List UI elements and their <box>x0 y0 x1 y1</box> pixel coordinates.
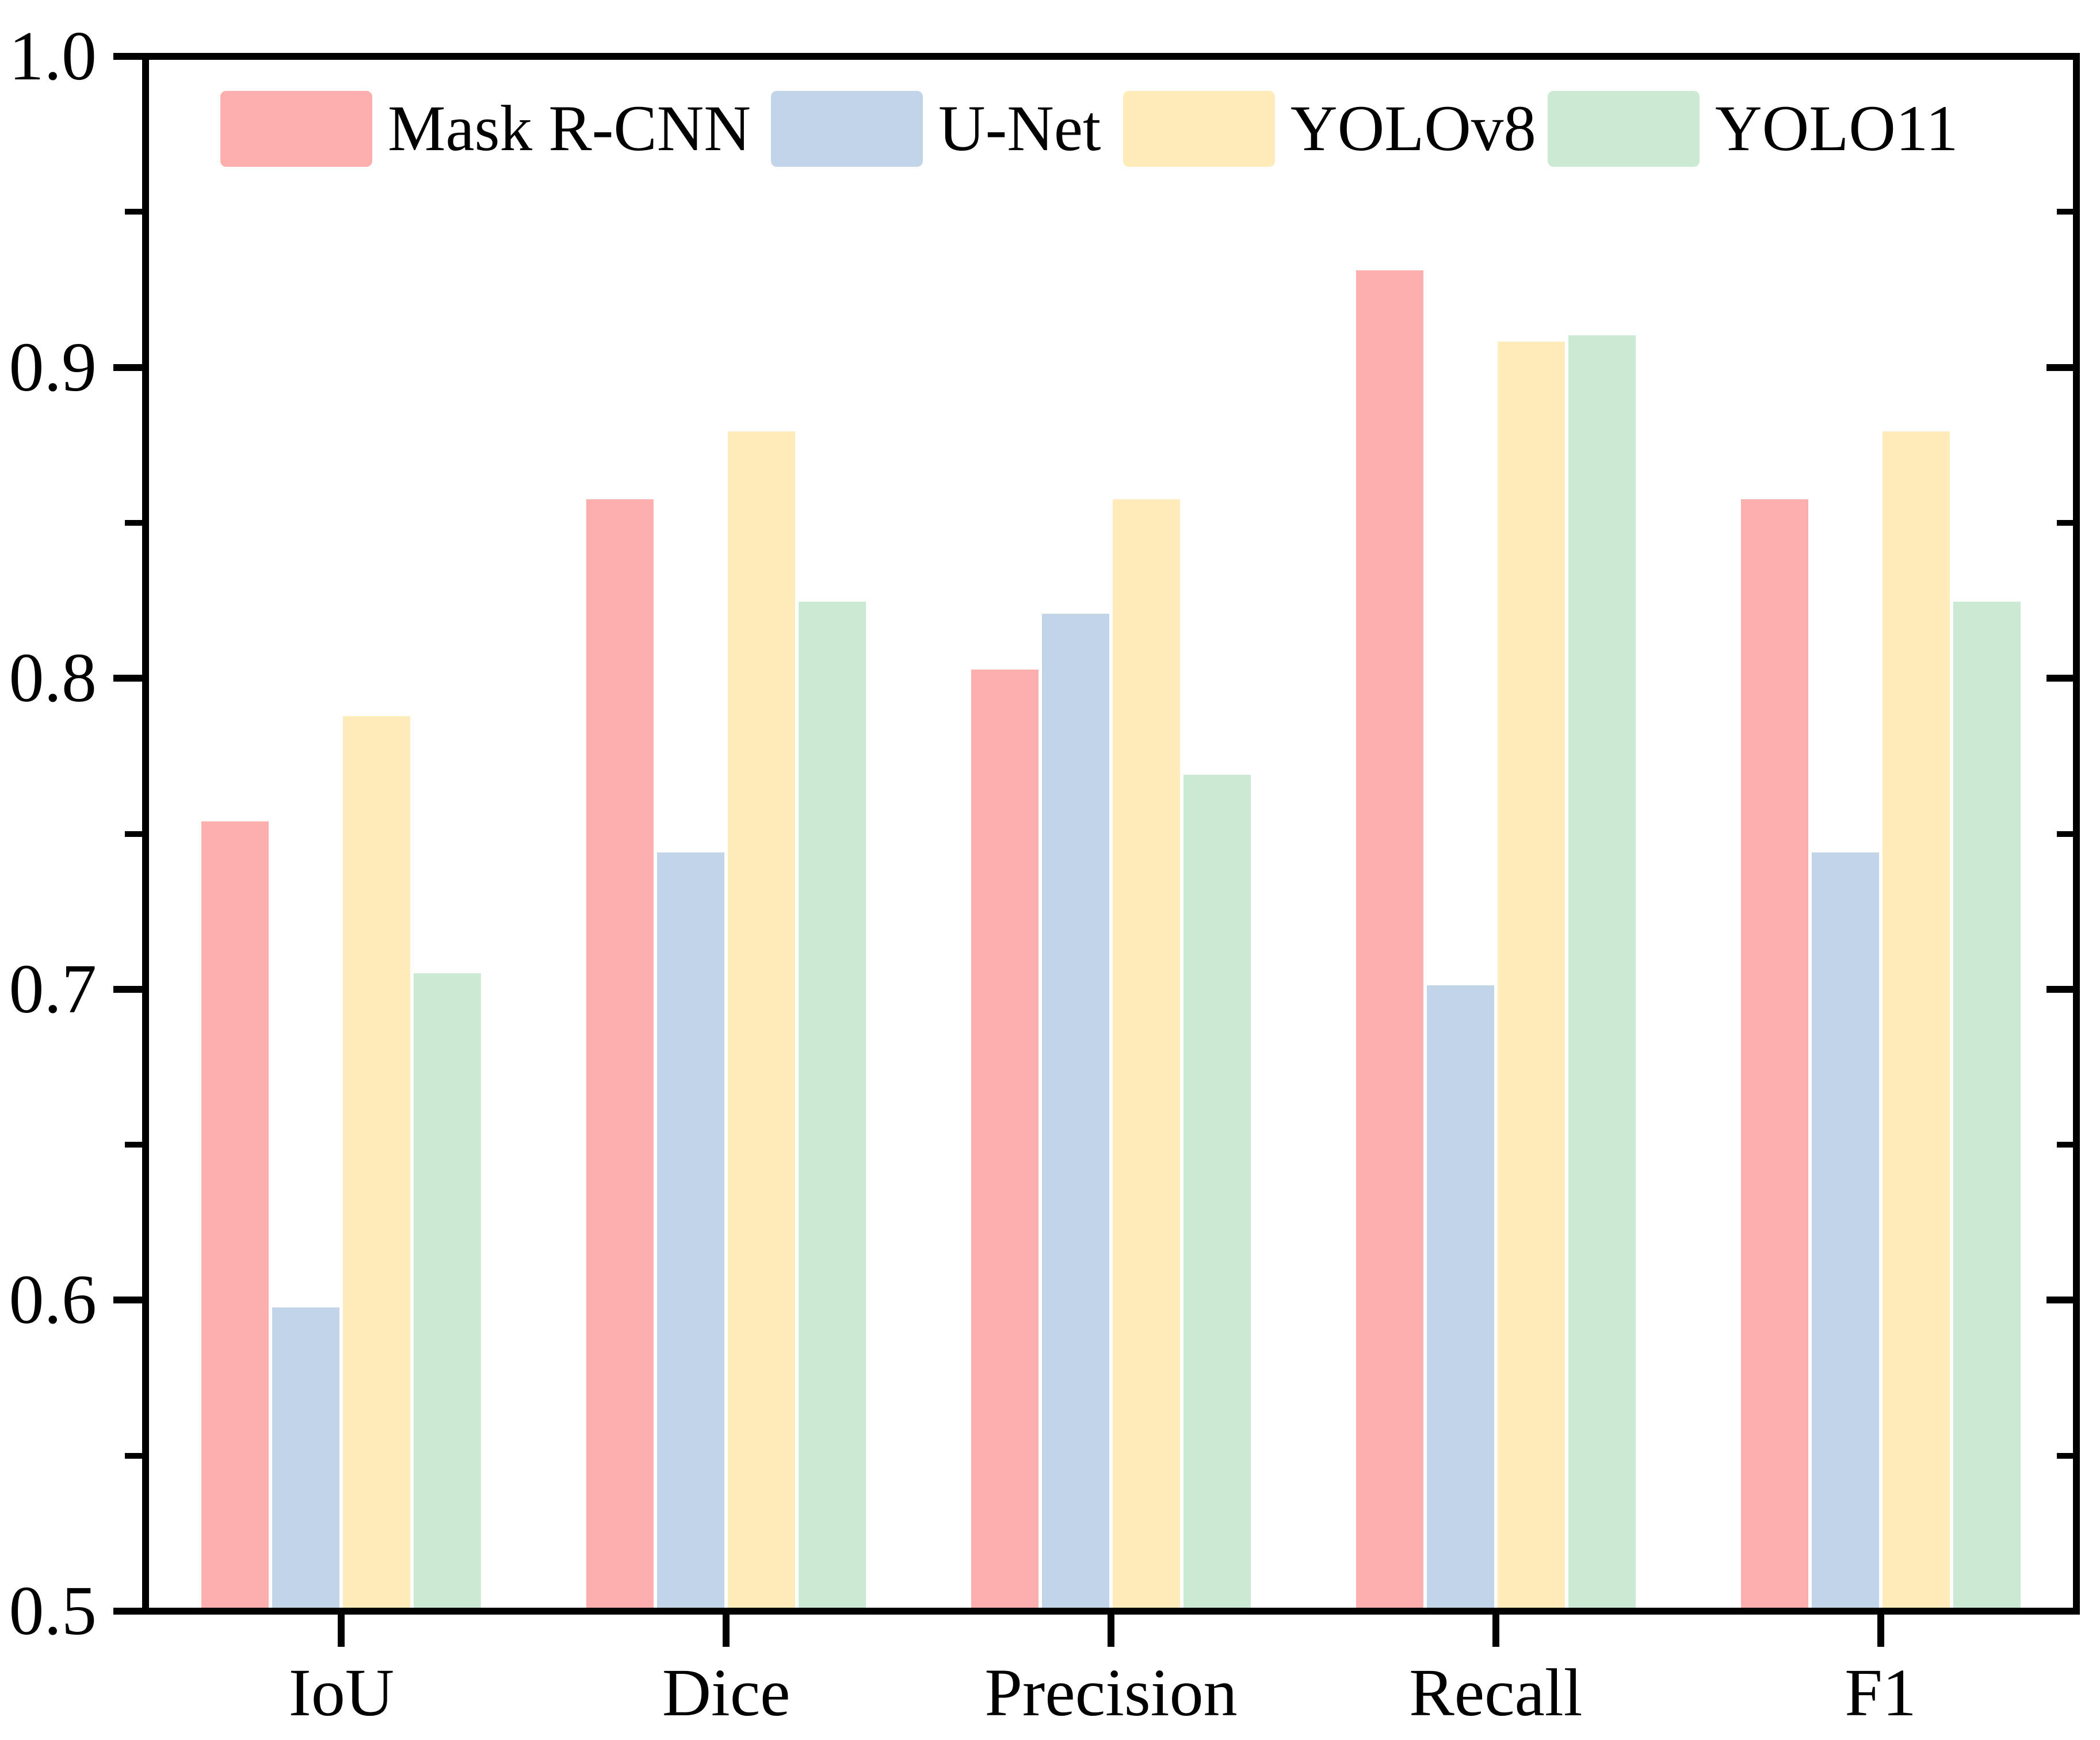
y-major-tick-right-0.8 <box>2046 675 2073 682</box>
bar-maskrcnn-f1 <box>1740 499 1808 1608</box>
legend-label-yolov8: YOLOv8 <box>1290 93 1536 165</box>
bar-unet-iou <box>272 1307 340 1608</box>
y-tick-label-0.9: 0.9 <box>9 328 97 406</box>
legend-item-unet: U-Net <box>771 91 1101 167</box>
bar-yolo11-dice <box>799 601 866 1608</box>
x-tick-label-iou: IoU <box>288 1655 395 1730</box>
legend-label-mask-rcnn: Mask R-CNN <box>388 93 751 165</box>
bar-yolov8-precision <box>1113 499 1180 1608</box>
x-tick-label-f1: F1 <box>1845 1655 1916 1730</box>
y-major-tick-right-0.6 <box>2046 1297 2073 1304</box>
y-major-tick-right-0.5 <box>2046 1608 2073 1615</box>
y-minor-tick-right-0.65 <box>2057 1142 2073 1148</box>
y-major-tick-right-0.9 <box>2046 364 2073 371</box>
legend-swatch-unet <box>771 91 923 167</box>
y-minor-tick-left-0.75 <box>125 831 142 837</box>
bar-yolo11-precision <box>1183 775 1251 1608</box>
x-tick-precision <box>1108 1615 1114 1647</box>
bar-unet-precision <box>1042 614 1109 1608</box>
bar-yolo11-f1 <box>1953 601 2021 1608</box>
y-major-tick-left-1 <box>113 53 142 60</box>
y-minor-tick-left-0.85 <box>125 519 142 526</box>
y-minor-tick-left-0.55 <box>125 1452 142 1459</box>
legend-item-yolo11: YOLO11 <box>1548 91 1958 167</box>
x-tick-recall <box>1492 1615 1499 1647</box>
legend-swatch-yolov8 <box>1123 91 1275 167</box>
legend-item-mask-rcnn: Mask R-CNN <box>220 91 751 167</box>
bar-maskrcnn-precision <box>971 670 1038 1608</box>
x-tick-dice <box>723 1615 730 1647</box>
plot-area: Mask R-CNN U-Net YOLOv8 YOLO11 <box>142 53 2080 1615</box>
x-tick-label-dice: Dice <box>662 1655 791 1730</box>
legend-swatch-mask-rcnn <box>220 91 372 167</box>
y-major-tick-left-0.6 <box>113 1297 142 1304</box>
legend-swatch-yolo11 <box>1548 91 1700 167</box>
y-major-tick-right-1 <box>2046 53 2073 60</box>
bar-yolo11-iou <box>414 973 482 1608</box>
bar-maskrcnn-iou <box>201 821 269 1608</box>
legend-item-yolov8: YOLOv8 <box>1123 91 1536 167</box>
y-minor-tick-right-0.95 <box>2057 209 2073 215</box>
x-tick-label-recall: Recall <box>1409 1655 1583 1730</box>
y-minor-tick-right-0.85 <box>2057 519 2073 526</box>
legend-label-yolo11: YOLO11 <box>1715 93 1958 165</box>
y-minor-tick-right-0.55 <box>2057 1452 2073 1459</box>
bar-yolov8-f1 <box>1882 431 1950 1608</box>
x-tick-label-precision: Precision <box>984 1655 1238 1730</box>
y-tick-label-0.7: 0.7 <box>9 950 97 1028</box>
bar-maskrcnn-dice <box>586 499 654 1608</box>
y-minor-tick-left-0.95 <box>125 209 142 215</box>
bar-yolov8-iou <box>343 716 411 1608</box>
bar-yolo11-recall <box>1568 335 1636 1608</box>
bar-unet-dice <box>657 852 725 1608</box>
y-major-tick-left-0.7 <box>113 985 142 993</box>
x-tick-iou <box>338 1615 345 1647</box>
y-tick-label-1.0: 1.0 <box>9 17 97 95</box>
x-tick-f1 <box>1877 1615 1884 1647</box>
y-major-tick-left-0.8 <box>113 675 142 682</box>
y-minor-tick-left-0.65 <box>125 1142 142 1148</box>
y-major-tick-left-0.5 <box>113 1608 142 1615</box>
y-tick-label-0.6: 0.6 <box>9 1261 97 1339</box>
bar-maskrcnn-recall <box>1356 270 1423 1608</box>
y-major-tick-right-0.7 <box>2046 985 2073 993</box>
legend-label-unet: U-Net <box>938 93 1101 165</box>
bar-yolov8-recall <box>1497 341 1565 1608</box>
bar-yolov8-dice <box>728 431 796 1608</box>
bar-unet-recall <box>1426 985 1494 1608</box>
y-tick-label-0.8: 0.8 <box>9 639 97 717</box>
y-tick-label-0.5: 0.5 <box>9 1572 97 1650</box>
y-major-tick-left-0.9 <box>113 364 142 371</box>
bar-unet-f1 <box>1811 852 1879 1608</box>
y-minor-tick-right-0.75 <box>2057 831 2073 837</box>
